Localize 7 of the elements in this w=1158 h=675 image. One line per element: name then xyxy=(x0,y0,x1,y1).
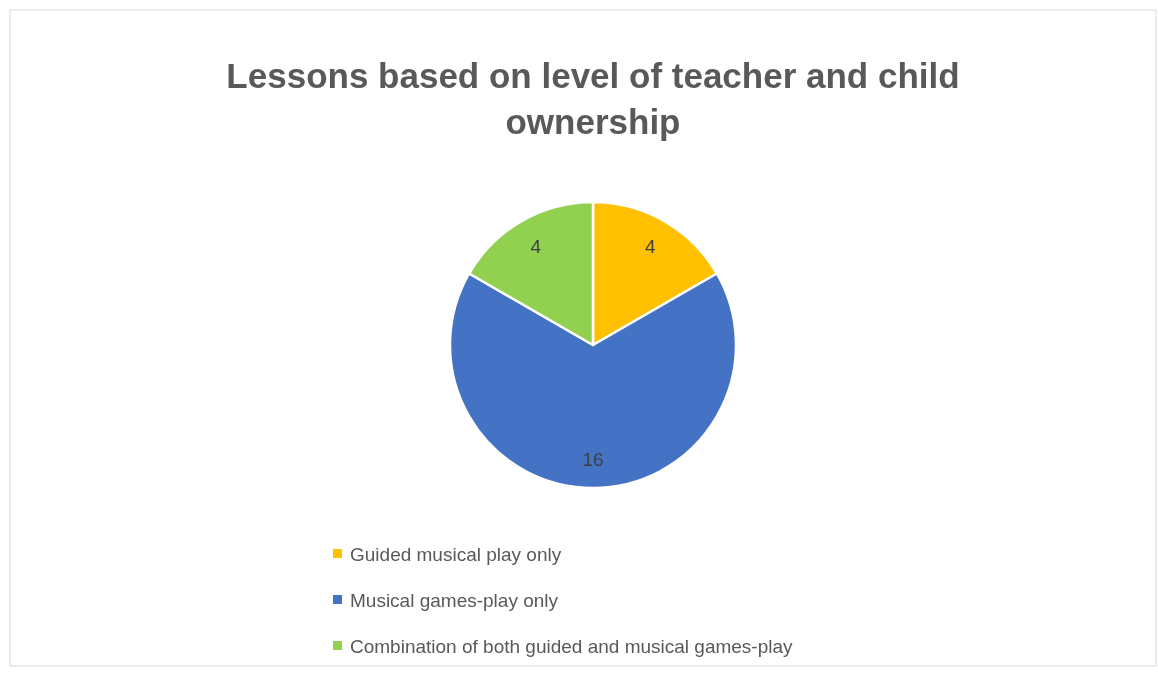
legend-label: Guided musical play only xyxy=(350,543,562,565)
data-label: 16 xyxy=(582,449,604,471)
chart-title: Lessons based on level of teacher and child ownership xyxy=(226,56,960,141)
legend-label: Musical games-play only xyxy=(350,589,559,611)
data-label: 4 xyxy=(530,235,542,257)
data-label: 4 xyxy=(644,235,656,257)
legend-label: Combination of both guided and musical games-play xyxy=(350,635,794,657)
